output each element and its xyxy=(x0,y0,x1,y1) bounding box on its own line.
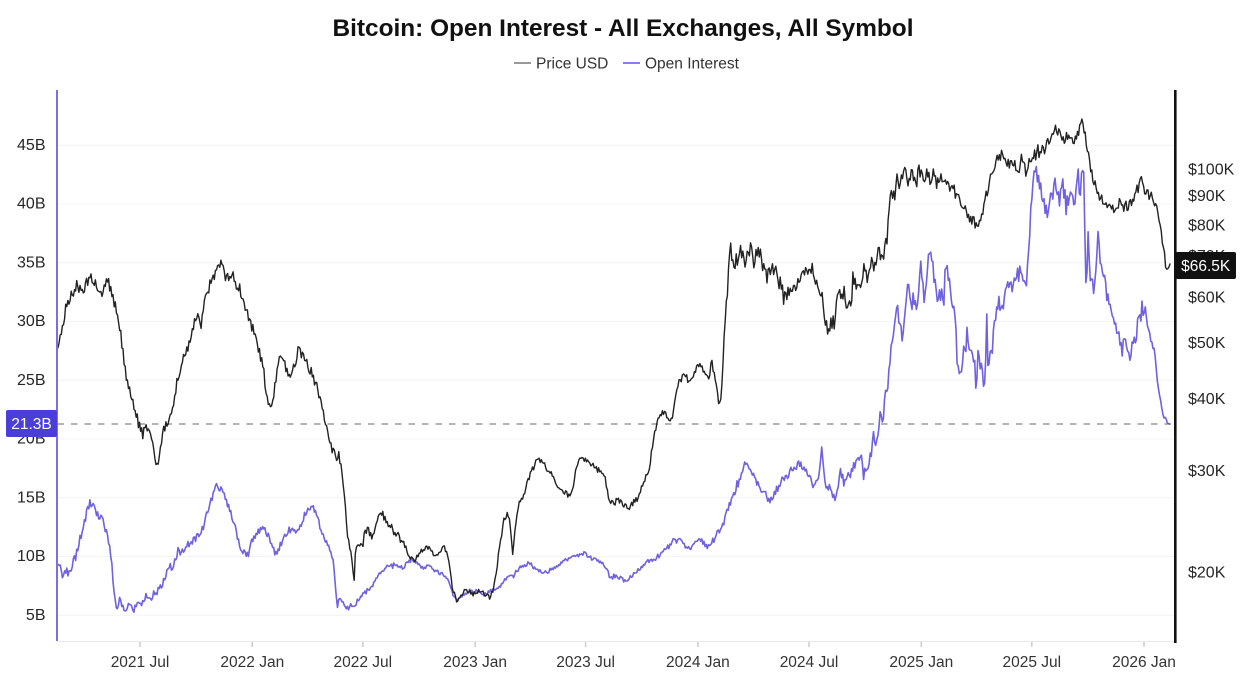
svg-text:$90K: $90K xyxy=(1188,188,1226,205)
svg-text:$66.5K: $66.5K xyxy=(1181,258,1231,275)
svg-text:30B: 30B xyxy=(17,313,45,330)
svg-text:25B: 25B xyxy=(17,372,45,389)
svg-text:15B: 15B xyxy=(17,489,45,506)
svg-text:2021 Jul: 2021 Jul xyxy=(111,654,170,671)
svg-text:2022 Jul: 2022 Jul xyxy=(333,654,392,671)
svg-text:2023 Jul: 2023 Jul xyxy=(556,654,615,671)
svg-text:$30K: $30K xyxy=(1188,463,1226,480)
svg-text:Price USD: Price USD xyxy=(536,56,608,73)
svg-text:$40K: $40K xyxy=(1188,391,1226,408)
svg-text:2024 Jan: 2024 Jan xyxy=(666,654,730,671)
svg-text:5B: 5B xyxy=(26,607,46,624)
svg-text:2023 Jan: 2023 Jan xyxy=(443,654,507,671)
svg-text:$80K: $80K xyxy=(1188,218,1226,235)
svg-text:2025 Jul: 2025 Jul xyxy=(1002,654,1061,671)
svg-text:21.3B: 21.3B xyxy=(11,416,52,433)
svg-text:40B: 40B xyxy=(17,196,45,213)
svg-text:2022 Jan: 2022 Jan xyxy=(220,654,284,671)
svg-text:$100K: $100K xyxy=(1188,162,1235,179)
svg-text:35B: 35B xyxy=(17,254,45,271)
svg-text:Open Interest: Open Interest xyxy=(645,56,740,73)
svg-text:45B: 45B xyxy=(17,137,45,154)
svg-text:2025 Jan: 2025 Jan xyxy=(889,654,953,671)
svg-text:$60K: $60K xyxy=(1188,290,1226,307)
svg-text:2026 Jan: 2026 Jan xyxy=(1112,654,1176,671)
svg-text:2024 Jul: 2024 Jul xyxy=(780,654,839,671)
svg-text:$50K: $50K xyxy=(1188,335,1226,352)
svg-text:Bitcoin: Open Interest - All E: Bitcoin: Open Interest - All Exchanges, … xyxy=(333,15,914,42)
svg-text:10B: 10B xyxy=(17,548,45,565)
svg-text:$20K: $20K xyxy=(1188,565,1226,582)
